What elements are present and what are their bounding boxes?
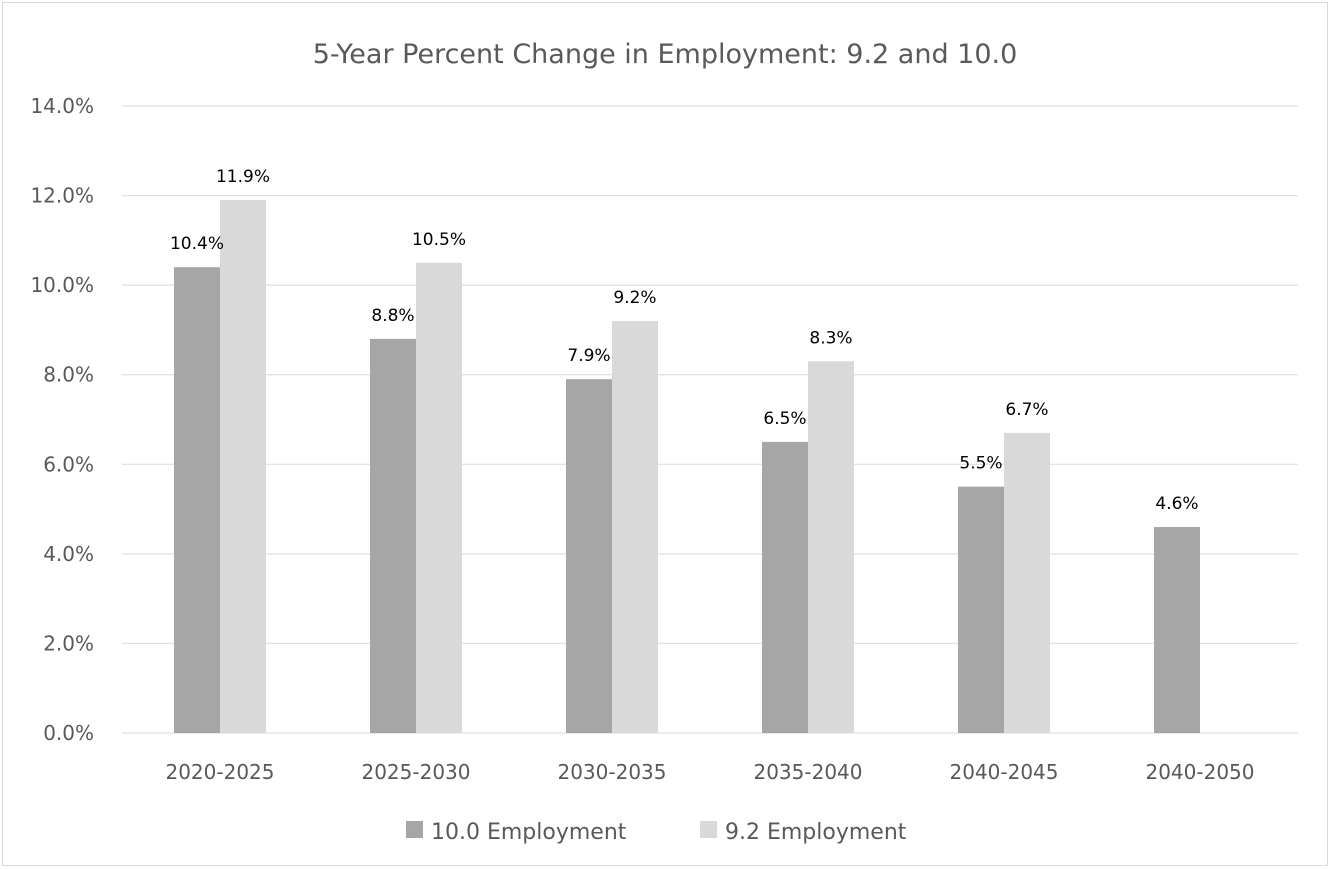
- data-label: 8.3%: [809, 328, 852, 348]
- data-label: 9.2%: [613, 288, 656, 308]
- data-label: 8.8%: [371, 306, 414, 326]
- x-category-label: 2035-2040: [753, 760, 862, 784]
- bar: [370, 338, 416, 733]
- legend-swatch-9-2-employment: [700, 821, 717, 838]
- gridlines: [122, 105, 1298, 734]
- data-label: 11.9%: [216, 167, 270, 187]
- bar: [416, 262, 462, 733]
- data-label: 6.7%: [1005, 400, 1048, 420]
- chart-title: 5-Year Percent Change in Employment: 9.2…: [313, 39, 1018, 70]
- data-label: 7.9%: [567, 346, 610, 366]
- y-axis-ticks: 0.0% 2.0% 4.0% 6.0% 8.0% 10.0% 12.0% 14.0%: [30, 94, 94, 745]
- y-tick-label: 2.0%: [43, 631, 94, 655]
- data-label: 10.4%: [170, 234, 224, 254]
- bar: [1154, 526, 1200, 733]
- legend-label-10-0-employment: 10.0 Employment: [431, 820, 627, 845]
- legend: 10.0 Employment 9.2 Employment: [406, 820, 907, 845]
- bars: [174, 200, 1200, 734]
- bar: [1004, 432, 1050, 733]
- data-label: 5.5%: [959, 454, 1002, 474]
- data-label: 4.6%: [1155, 494, 1198, 514]
- y-tick-label: 12.0%: [30, 184, 94, 208]
- data-label: 10.5%: [412, 230, 466, 250]
- bar: [958, 486, 1004, 733]
- x-axis-categories: 2020-2025 2025-2030 2030-2035 2035-2040 2040…: [165, 760, 1254, 784]
- legend-swatch-10-0-employment: [406, 821, 423, 838]
- data-label: 6.5%: [763, 409, 806, 429]
- y-tick-label: 4.0%: [43, 542, 94, 566]
- x-category-label: 2020-2025: [165, 760, 274, 784]
- x-category-label: 2040-2045: [949, 760, 1058, 784]
- bar: [808, 361, 854, 733]
- x-category-label: 2025-2030: [361, 760, 470, 784]
- y-tick-label: 14.0%: [30, 94, 94, 118]
- bar: [174, 267, 220, 733]
- y-tick-label: 0.0%: [43, 721, 94, 745]
- x-category-label: 2040-2050: [1145, 760, 1254, 784]
- bar: [220, 200, 266, 734]
- y-tick-label: 6.0%: [43, 452, 94, 476]
- y-tick-label: 8.0%: [43, 363, 94, 387]
- x-category-label: 2030-2035: [557, 760, 666, 784]
- bar: [612, 320, 658, 733]
- data-labels: 10.4% 11.9% 8.8% 10.5% 7.9% 9.2% 6.5% 8.3% 5.5% 6…: [170, 167, 1199, 514]
- bar: [566, 379, 612, 733]
- legend-label-9-2-employment: 9.2 Employment: [725, 820, 907, 845]
- y-tick-label: 10.0%: [30, 273, 94, 297]
- bar: [762, 441, 808, 733]
